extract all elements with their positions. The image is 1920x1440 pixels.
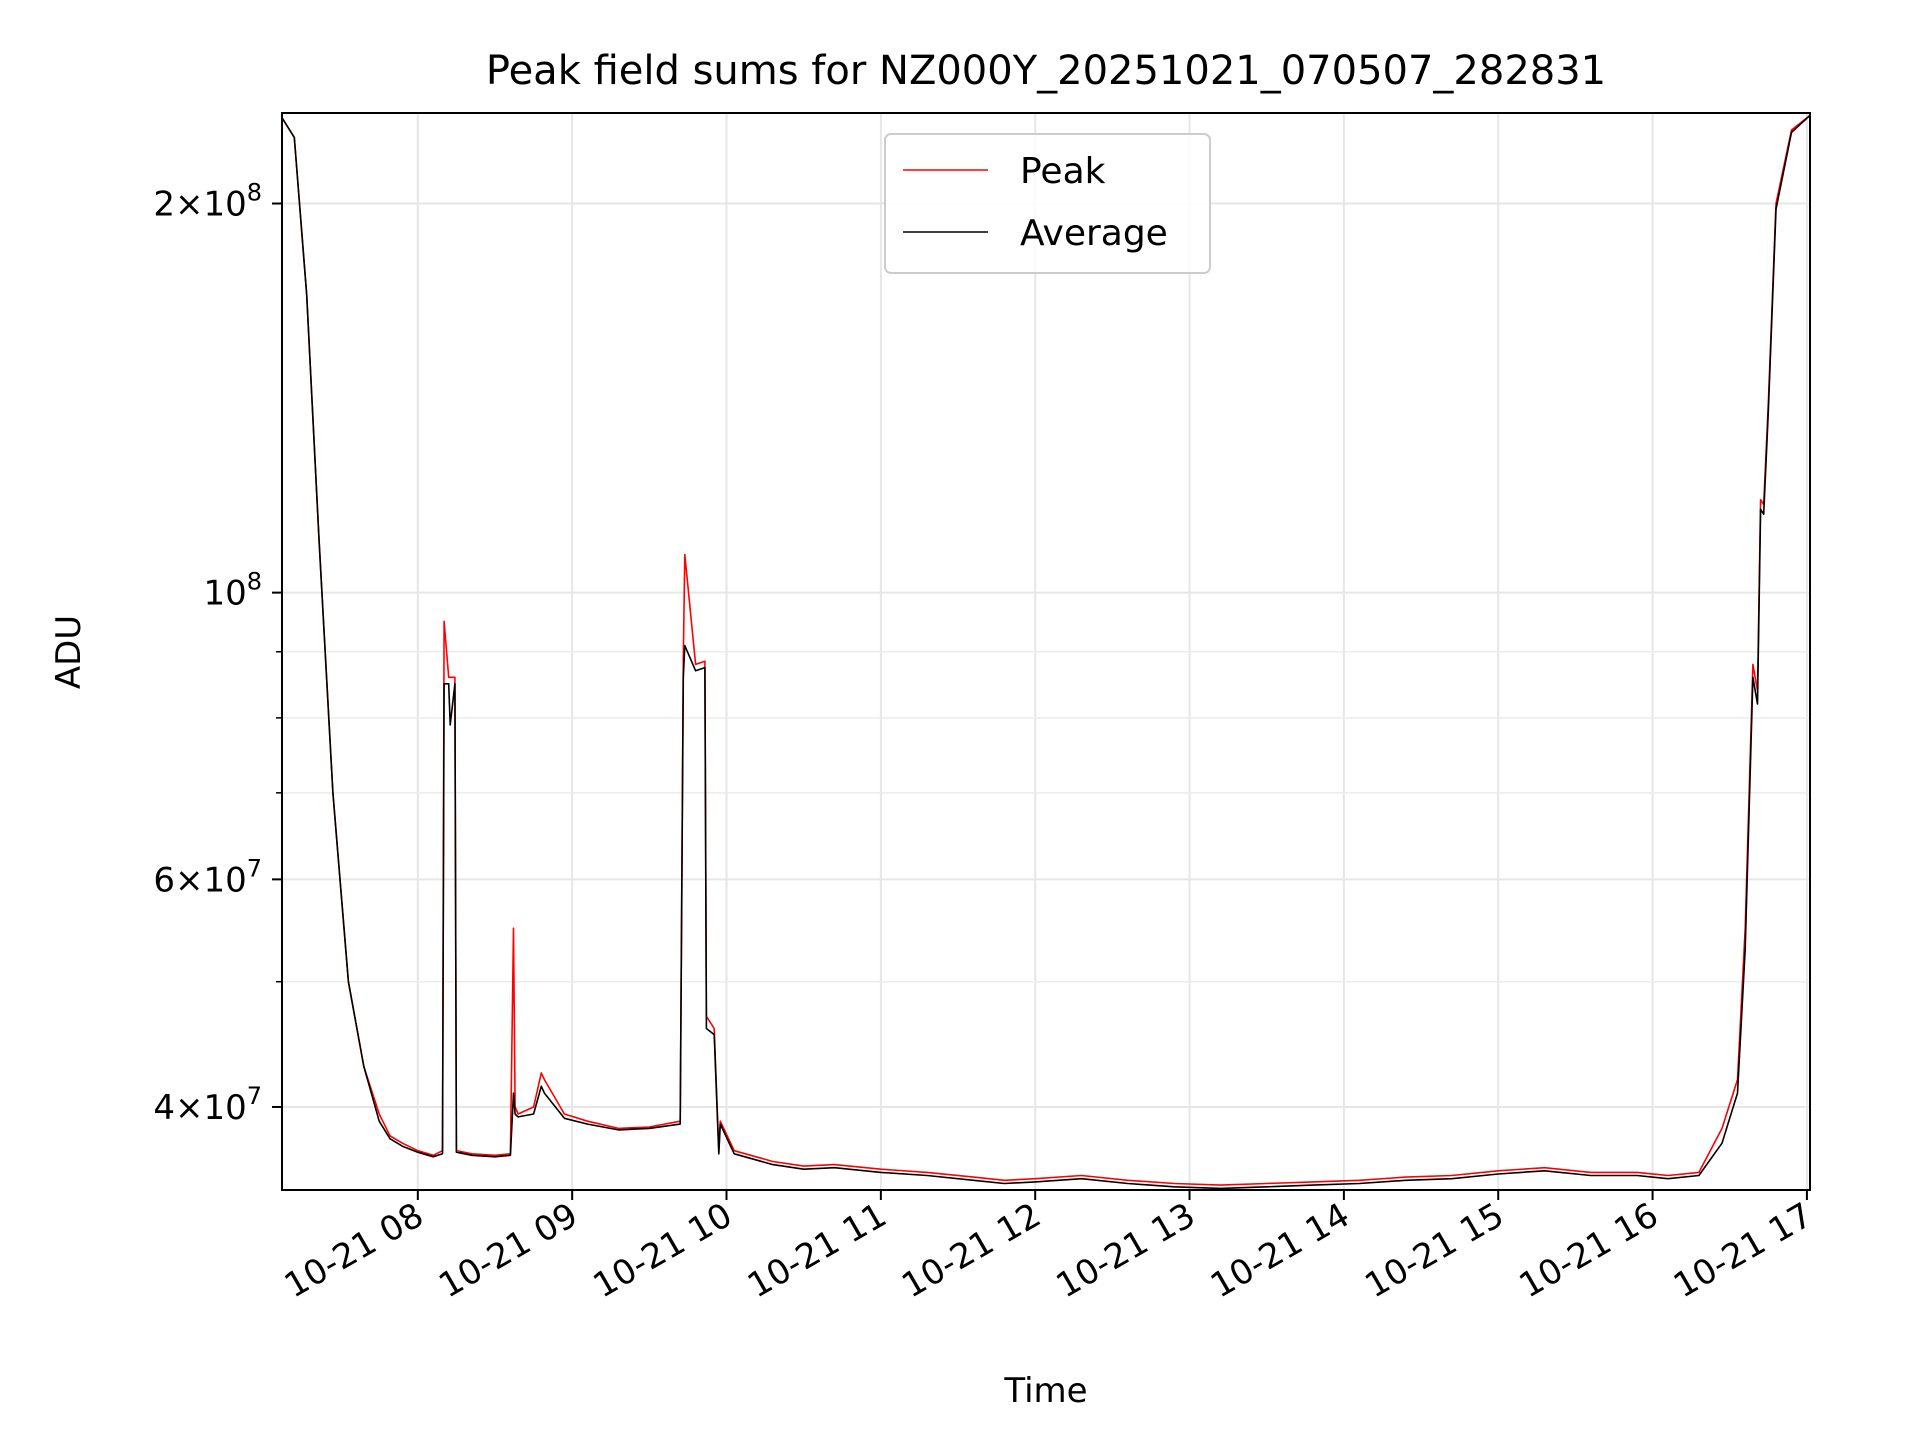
- legend-peak-label: Peak: [1020, 151, 1106, 192]
- y-tick-exponent: 8: [247, 568, 262, 596]
- y-axis-label: ADU: [49, 615, 89, 689]
- y-tick-label: 108: [203, 568, 262, 614]
- y-tick-mantissa: 6×10: [153, 860, 246, 900]
- y-tick-exponent: 7: [247, 1082, 262, 1110]
- y-tick-label: 2×108: [153, 179, 262, 225]
- x-axis-label: Time: [1003, 1371, 1087, 1411]
- chart-title: Peak field sums for NZ000Y_20251021_0705…: [486, 48, 1606, 94]
- y-tick-mantissa: 2×10: [153, 185, 246, 225]
- legend-box: [884, 133, 1211, 274]
- y-tick-label: 4×107: [153, 1082, 262, 1128]
- legend-average-label: Average: [1020, 213, 1168, 254]
- y-tick-mantissa: 10: [203, 574, 246, 614]
- y-tick-exponent: 7: [247, 854, 262, 882]
- y-tick-mantissa: 4×10: [153, 1088, 246, 1128]
- series-layer: [282, 114, 1810, 1190]
- y-tick-label: 6×107: [153, 854, 262, 900]
- series-average-line: [282, 114, 1810, 1190]
- legend: Peak Average: [884, 133, 1211, 274]
- y-tick-exponent: 8: [247, 179, 262, 207]
